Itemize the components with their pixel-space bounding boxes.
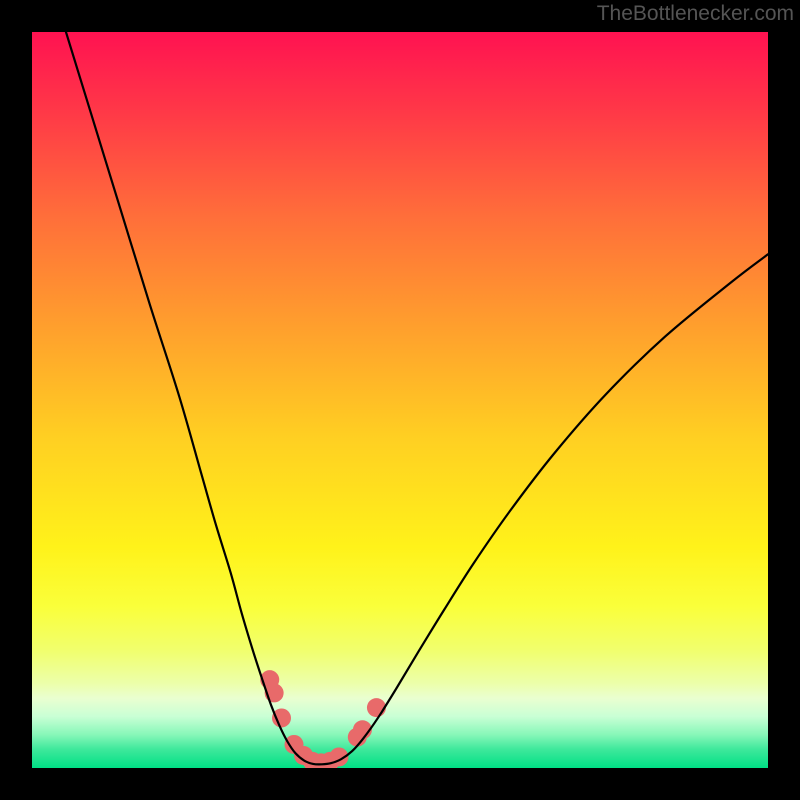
plot-background	[32, 32, 768, 768]
figure-root: TheBottlenecker.com	[0, 0, 800, 800]
marker-dot	[367, 698, 386, 717]
chart-svg	[0, 0, 800, 800]
marker-dot	[272, 708, 291, 727]
